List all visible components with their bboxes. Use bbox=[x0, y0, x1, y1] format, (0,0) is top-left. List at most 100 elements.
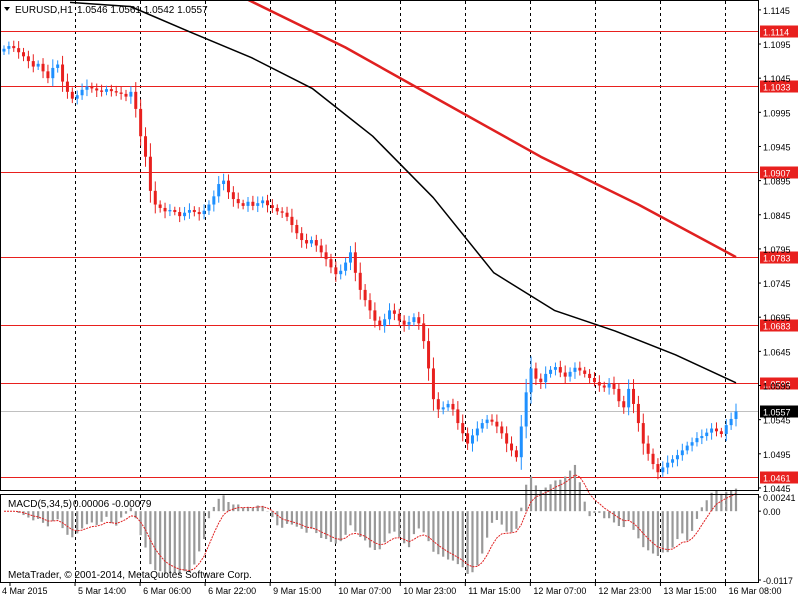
candle-body bbox=[451, 403, 455, 410]
candle-body bbox=[183, 212, 187, 217]
level-tag bbox=[760, 251, 798, 264]
candle-body bbox=[695, 438, 699, 443]
candle-body bbox=[485, 419, 489, 424]
candle-body bbox=[319, 245, 323, 253]
main-panel-border bbox=[0, 0, 759, 491]
candle-body bbox=[573, 367, 577, 372]
time-tick-label: 9 Mar 15:00 bbox=[273, 586, 321, 596]
candle-body bbox=[417, 317, 421, 324]
candle-body bbox=[236, 199, 240, 204]
candle-body bbox=[168, 209, 172, 212]
candle-body bbox=[461, 423, 465, 434]
candle-body bbox=[553, 367, 557, 370]
candle-body bbox=[266, 200, 270, 206]
candle-body bbox=[583, 370, 587, 374]
candle-body bbox=[412, 317, 416, 322]
time-tick-label: 4 Mar 2015 bbox=[2, 586, 48, 596]
level-tag-label: 1.0683 bbox=[763, 322, 791, 332]
candle-body bbox=[383, 319, 387, 327]
candle-body bbox=[261, 200, 265, 204]
candle-body bbox=[187, 209, 191, 213]
candle-body bbox=[714, 428, 718, 432]
time-tick-label: 5 Mar 14:00 bbox=[78, 586, 126, 596]
candle-body bbox=[295, 225, 299, 234]
candle-body bbox=[407, 321, 411, 325]
candle-body bbox=[197, 212, 201, 215]
candle-body bbox=[124, 93, 128, 97]
ohlc-values: 1.0546 1.0561 1.0542 1.0557 bbox=[77, 5, 208, 16]
macd-axis: 0.00241 0.00 -0.0117 bbox=[758, 493, 796, 586]
level-tag-label: 1.0599 bbox=[763, 380, 791, 390]
candle-body bbox=[734, 411, 738, 419]
candle-body bbox=[2, 48, 6, 52]
symbol-label: EURUSD,H1 bbox=[15, 5, 73, 16]
candle-body bbox=[651, 453, 655, 465]
candle-body bbox=[568, 371, 572, 377]
level-tag bbox=[760, 319, 798, 332]
candle-body bbox=[17, 48, 21, 53]
macd-tick-label: 0.00 bbox=[763, 507, 781, 517]
candle-body bbox=[22, 52, 26, 57]
price-tick-label: 1.0595 bbox=[763, 382, 791, 392]
price-tick-label: 1.0945 bbox=[763, 142, 791, 152]
price-tick-label: 1.0845 bbox=[763, 211, 791, 221]
candle-body bbox=[256, 203, 260, 206]
candle-body bbox=[173, 209, 177, 213]
candle-body bbox=[358, 272, 362, 290]
candle-body bbox=[602, 385, 606, 388]
level-tag-label: 1.0783 bbox=[763, 254, 791, 264]
candle-body bbox=[729, 418, 733, 426]
candle-body bbox=[7, 46, 11, 49]
candle-body bbox=[309, 240, 313, 244]
candle-body bbox=[348, 252, 352, 263]
candle-body bbox=[275, 207, 279, 212]
copyright-text: MetaTrader, © 2001-2014, MetaQuotes Soft… bbox=[8, 570, 252, 581]
candle-body bbox=[378, 320, 382, 327]
candle-body bbox=[324, 252, 328, 260]
price-tick-label: 1.0745 bbox=[763, 279, 791, 289]
candle-body bbox=[519, 426, 523, 458]
candle-body bbox=[549, 369, 553, 374]
candle-body bbox=[202, 210, 206, 215]
candle-body bbox=[597, 382, 601, 386]
candle-body bbox=[85, 86, 89, 90]
candle-body bbox=[388, 310, 392, 320]
time-tick-label: 16 Mar 08:00 bbox=[728, 586, 781, 596]
candle-body bbox=[12, 46, 16, 49]
candle-body bbox=[80, 89, 84, 96]
chevron-down-icon[interactable] bbox=[4, 7, 10, 11]
time-tick-label: 11 Mar 15:00 bbox=[468, 586, 520, 596]
ma-fast-line bbox=[69, 1, 737, 384]
candle-body bbox=[56, 64, 60, 68]
candle-body bbox=[500, 426, 504, 434]
candle-body bbox=[26, 56, 30, 62]
candle-body bbox=[612, 383, 616, 389]
candle-body bbox=[226, 180, 230, 193]
time-tick-label: 12 Mar 23:00 bbox=[598, 586, 651, 596]
level-tag-label: 1.1114 bbox=[763, 28, 789, 38]
candle-body bbox=[65, 81, 69, 92]
candle-body bbox=[192, 209, 196, 213]
time-tick-label: 6 Mar 06:00 bbox=[143, 586, 191, 596]
candle-body bbox=[363, 289, 367, 301]
time-tick-label: 10 Mar 23:00 bbox=[403, 586, 456, 596]
candle-body bbox=[592, 377, 596, 383]
candle-body bbox=[134, 91, 138, 109]
candle-body bbox=[353, 252, 357, 273]
candle-body bbox=[627, 388, 631, 408]
candle-body bbox=[100, 90, 104, 92]
macd-panel bbox=[4, 464, 738, 575]
candle-body bbox=[490, 419, 494, 422]
candle-body bbox=[436, 399, 440, 410]
price-tick-label: 1.0695 bbox=[763, 313, 791, 323]
candle-body bbox=[61, 64, 65, 82]
candle-body bbox=[305, 240, 309, 244]
level-tag bbox=[760, 166, 798, 179]
candle-body bbox=[422, 323, 426, 342]
candle-body bbox=[680, 450, 684, 456]
price-tick-label: 1.0995 bbox=[763, 108, 791, 118]
candlesticks[interactable] bbox=[2, 40, 738, 480]
candle-body bbox=[36, 63, 40, 67]
